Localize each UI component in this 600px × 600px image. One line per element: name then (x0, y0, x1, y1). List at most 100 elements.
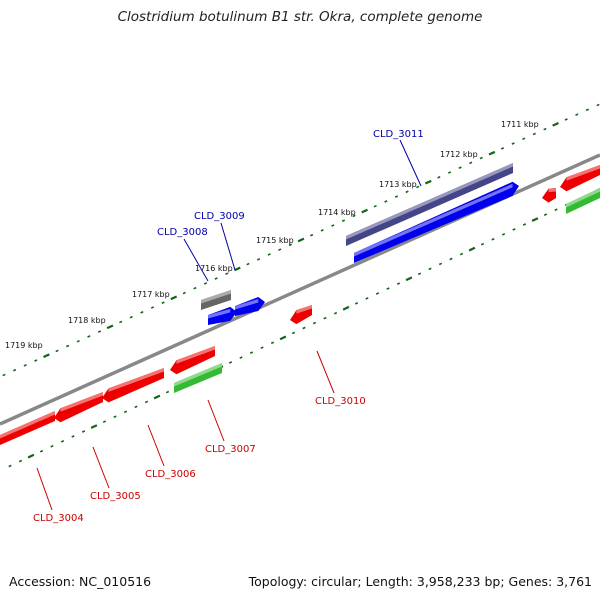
tick-label: 1713 kbp (379, 180, 417, 189)
minor-tick (288, 243, 292, 247)
minor-tick (50, 444, 54, 448)
minor-tick (55, 349, 59, 353)
minor-tick (260, 346, 264, 350)
tick-label: 1718 kbp (68, 316, 106, 325)
gene-label: CLD_3004 (33, 513, 84, 524)
minor-tick (479, 156, 483, 160)
rna-gene-arrow (566, 188, 600, 214)
minor-tick (405, 190, 409, 194)
minor-tick (396, 282, 401, 285)
minor-tick (312, 321, 317, 325)
minor-tick (150, 306, 155, 309)
major-tick (488, 150, 496, 156)
minor-tick (134, 405, 138, 409)
minor-tick (532, 132, 536, 136)
gene-label-leader (183, 238, 209, 282)
gene-label-leader (316, 350, 335, 394)
minor-tick (203, 282, 208, 285)
gene-label-leader (36, 467, 53, 511)
minor-tick (469, 161, 473, 165)
minor-tick (417, 272, 422, 276)
minor-tick (386, 287, 390, 290)
minor-tick (228, 361, 233, 364)
minor-tick (113, 415, 117, 419)
forward-gene-arrow (354, 181, 519, 263)
forward-gene-arrow (208, 306, 237, 325)
minor-tick (500, 147, 505, 150)
gene-label: CLD_3006 (145, 469, 196, 480)
major-tick (279, 335, 287, 341)
minor-tick (144, 400, 149, 404)
minor-tick (449, 257, 453, 261)
map-title: Clostridium botulinum B1 str. Okra, comp… (117, 9, 483, 25)
gene-label: CLD_3009 (194, 211, 245, 222)
minor-tick (458, 166, 462, 169)
minor-tick (267, 253, 271, 256)
minor-tick (278, 248, 282, 251)
tick-label: 1711 kbp (501, 120, 539, 129)
minor-tick (375, 292, 380, 295)
minor-tick (323, 316, 327, 320)
gene-label-leader (147, 424, 165, 467)
purple-feature (346, 163, 513, 246)
gene-features (0, 163, 600, 445)
inner-tick-ring (8, 187, 600, 468)
tick-label: 1715 kbp (256, 236, 294, 245)
major-tick (153, 394, 161, 400)
minor-tick (123, 410, 128, 414)
minor-tick (333, 311, 338, 315)
reverse-gene-arrow (54, 392, 103, 423)
tick-labels: 1711 kbp 1712 kbp 1713 kbp 1714 kbp 1715 kbp… (5, 120, 539, 350)
accession-text: Accession: NC_010516 (9, 574, 152, 589)
major-tick (297, 237, 305, 243)
minor-tick (501, 233, 506, 236)
gene-label: CLD_3007 (205, 444, 256, 455)
minor-tick (119, 320, 123, 324)
major-tick (468, 246, 476, 252)
major-tick (43, 353, 50, 359)
minor-tick (459, 252, 464, 256)
minor-tick (246, 262, 250, 266)
minor-tick (365, 297, 369, 300)
minor-tick (87, 335, 91, 338)
gene-label-leader (92, 446, 110, 489)
gene-label-leader (220, 222, 236, 271)
tick-label: 1714 kbp (318, 208, 356, 217)
minor-tick (34, 359, 38, 362)
minor-tick (270, 341, 275, 345)
gene-label-leader (399, 139, 422, 187)
major-tick (405, 276, 413, 282)
minor-tick (2, 373, 6, 377)
minor-tick (76, 339, 80, 343)
major-tick (170, 295, 178, 301)
minor-tick (81, 430, 86, 433)
minor-tick (416, 185, 420, 189)
reverse-gene-arrow (102, 368, 164, 403)
genome-summary-text: Topology: circular; Length: 3,958,233 bp… (248, 574, 592, 589)
minor-tick (543, 213, 548, 216)
tick-label: 1719 kbp (5, 341, 43, 350)
major-tick (342, 305, 350, 311)
minor-tick (8, 464, 12, 468)
gene-label: CLD_3005 (90, 491, 141, 502)
minor-tick (129, 315, 133, 319)
reverse-gene-arrow (0, 411, 55, 445)
tick-label: 1716 kbp (195, 264, 233, 273)
minor-tick (60, 440, 65, 443)
gene-label: CLD_3008 (157, 227, 208, 238)
minor-tick (71, 435, 75, 438)
rna-gene-arrow (174, 363, 222, 393)
minor-tick (140, 311, 144, 314)
minor-tick (511, 142, 515, 145)
major-tick (106, 324, 114, 330)
minor-tick (97, 330, 102, 333)
major-tick (27, 453, 35, 459)
gene-label-leader (207, 399, 225, 442)
minor-tick (302, 326, 306, 330)
tick-label: 1712 kbp (440, 150, 478, 159)
minor-tick (428, 267, 432, 271)
gray-feature (201, 290, 231, 310)
minor-tick (341, 219, 346, 223)
minor-tick (480, 242, 485, 246)
minor-tick (161, 301, 165, 304)
